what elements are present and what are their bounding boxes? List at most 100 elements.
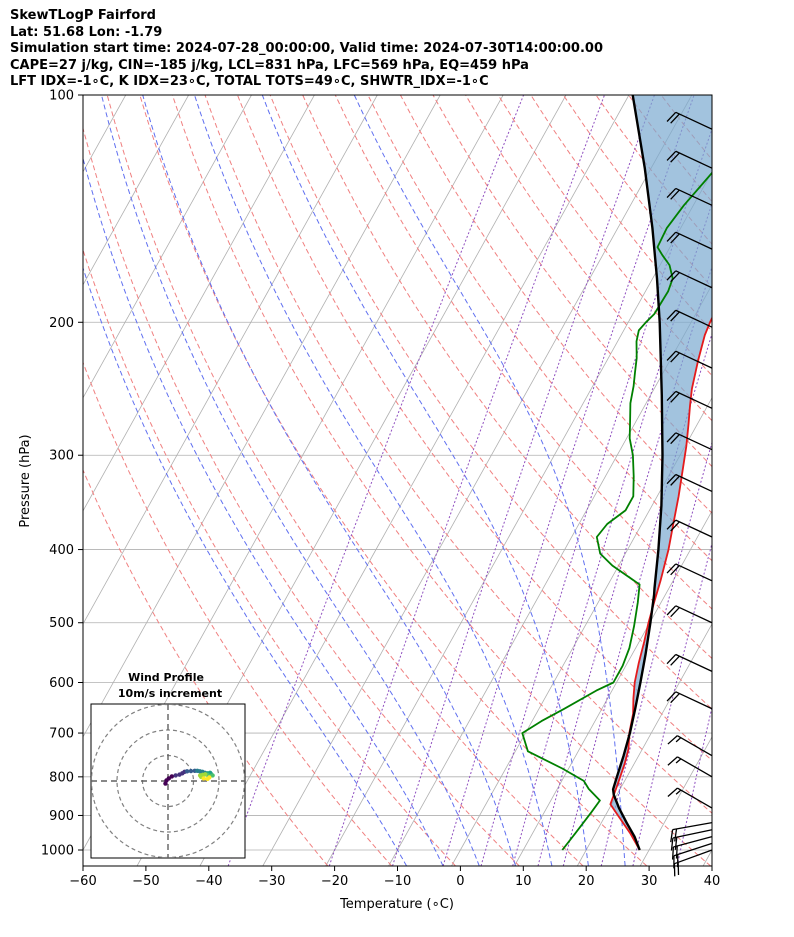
hodograph-point	[188, 768, 194, 774]
mixing-ratio-line	[480, 127, 712, 866]
mixing-ratio-line	[512, 201, 712, 866]
x-tick-label: −50	[132, 874, 159, 889]
hodograph-point	[201, 776, 206, 781]
dry-adiabat	[465, 95, 712, 422]
hodograph-point	[169, 774, 175, 779]
x-tick-label: 0	[456, 874, 464, 889]
moist-adiabat	[353, 95, 626, 866]
wind-barb	[666, 231, 713, 250]
isotherm-line	[388, 283, 712, 866]
profiles	[521, 95, 712, 851]
isotherm-line	[262, 95, 693, 866]
hodograph-subtitle: 10m/s increment	[118, 687, 222, 700]
wind-barb	[666, 605, 713, 624]
hodograph-point	[207, 775, 212, 780]
x-axis-label: Temperature (∘C)	[339, 897, 454, 912]
wind-barb	[666, 390, 713, 409]
isotherm-line	[702, 849, 712, 866]
dry-adiabat	[204, 95, 712, 814]
moist-adiabat	[261, 95, 589, 866]
moist-adiabat	[83, 156, 444, 866]
wind-barb	[666, 309, 713, 328]
wind-barb	[666, 653, 713, 672]
x-tick-label: −20	[321, 874, 348, 889]
chart-header: SkewTLogP Fairford Lat: 51.68 Lon: -1.79…	[10, 8, 603, 91]
wind-barb	[670, 829, 713, 851]
y-tick-label: 800	[49, 770, 74, 785]
y-axis-label: Pressure (hPa)	[18, 434, 33, 527]
y-tick-label: 600	[49, 676, 74, 691]
wind-barb	[666, 691, 713, 710]
time-line: Simulation start time: 2024-07-28_00:00:…	[10, 41, 603, 57]
dry-adiabat	[83, 126, 520, 866]
y-tick-label: 900	[49, 809, 74, 824]
chart-title: SkewTLogP Fairford	[10, 8, 156, 23]
wind-barb	[666, 270, 713, 289]
mixing-ratio-line	[227, 95, 525, 866]
isotherm-line	[576, 623, 712, 866]
wind-barb	[666, 350, 713, 369]
moist-adiabat	[83, 266, 408, 866]
wind-barb	[666, 150, 713, 169]
isotherm-line	[83, 95, 378, 625]
mixing-ratio-line	[328, 95, 605, 866]
cape-area	[610, 95, 712, 850]
moist-adiabat	[101, 95, 480, 866]
wind-barb	[666, 519, 713, 538]
parcel-line	[611, 95, 664, 851]
wind-barb	[666, 111, 713, 130]
dry-adiabat	[83, 468, 329, 866]
wind-barb	[671, 835, 713, 860]
dry-adiabat	[106, 95, 584, 866]
wind-barb	[667, 787, 713, 809]
isotherm-line	[83, 95, 189, 286]
y-tick-label: 400	[49, 543, 74, 558]
axes: −60 −50 −40 −30 −20 −10 0 10 20 30 40 1000 900 800 700…	[41, 89, 720, 890]
location-line: Lat: 51.68 Lon: -1.79	[10, 24, 163, 40]
mixing-ratio-line	[392, 95, 655, 866]
dry-adiabat	[83, 248, 456, 866]
y-tick-label: 100	[49, 89, 74, 104]
y-tick-label: 200	[49, 316, 74, 331]
x-tick-label: 30	[641, 874, 658, 889]
isotherm-line	[83, 95, 252, 399]
x-tick-label: −60	[69, 874, 96, 889]
dry-adiabat	[83, 361, 393, 866]
x-tick-label: 20	[578, 874, 595, 889]
mixing-ratio-line	[537, 265, 712, 866]
isotherm-line	[83, 95, 315, 512]
index-line: LFT IDX=-1∘C, K IDX=23∘C, TOTAL TOTS=49∘…	[10, 74, 489, 90]
wind-barb	[667, 756, 713, 778]
wind-barb	[666, 563, 713, 582]
wind-barb	[666, 432, 713, 451]
hodograph-point	[184, 769, 190, 774]
isotherm-line	[83, 95, 441, 738]
hodograph-point	[173, 773, 178, 778]
wind-barbs	[666, 111, 713, 877]
dry-adiabat	[302, 95, 712, 660]
dry-adiabat	[432, 95, 712, 468]
dry-adiabat	[334, 95, 712, 610]
wind-barb	[667, 735, 713, 757]
wind-barb	[670, 822, 713, 843]
y-tick-label: 300	[49, 449, 74, 464]
wind-barb	[666, 187, 713, 206]
hodograph-inset: Wind Profile 10m/s increment	[90, 671, 246, 859]
dry-adiabat	[399, 95, 712, 514]
x-tick-label: −30	[258, 874, 285, 889]
hodograph-title: Wind Profile	[128, 671, 204, 684]
dry-adiabat	[171, 95, 712, 866]
dry-adiabat	[269, 95, 712, 710]
cape-cin-fill	[610, 95, 712, 850]
x-tick-label: 10	[515, 874, 532, 889]
x-tick-label: −10	[384, 874, 411, 889]
cape-line: CAPE=27 j/kg, CIN=-185 j/kg, LCL=831 hPa…	[10, 57, 529, 73]
y-tick-label: 500	[49, 616, 74, 631]
x-tick-label: −40	[195, 874, 222, 889]
moist-adiabat	[142, 95, 517, 866]
y-tick-label: 1000	[41, 844, 74, 859]
x-tick-label: 40	[704, 874, 721, 889]
wind-barb	[666, 473, 713, 492]
y-tick-label: 700	[49, 727, 74, 742]
